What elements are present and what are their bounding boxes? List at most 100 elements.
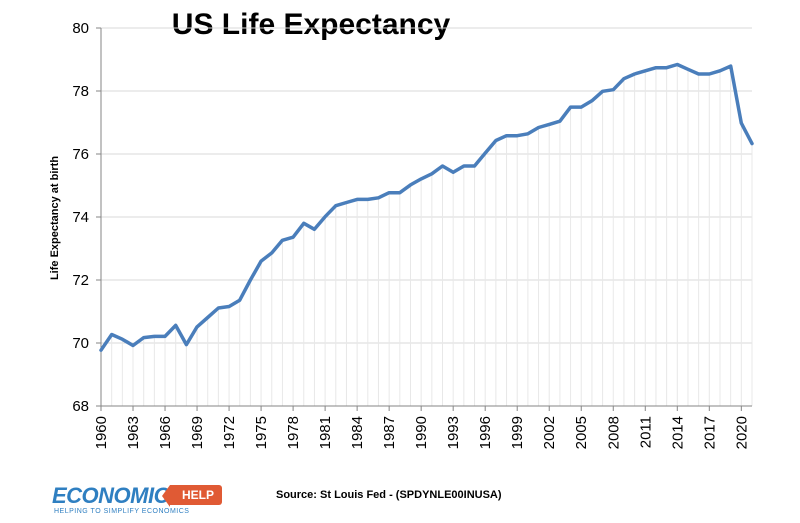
x-tick-label-2005: 2005: [573, 416, 590, 449]
economics-help-logo[interactable]: ECONOMICS HELP HELPING TO SIMPLIFY ECONO…: [52, 483, 242, 519]
x-tick-label-2011: 2011: [637, 416, 654, 448]
x-tick-label-2017: 2017: [701, 416, 718, 449]
data-point-1984: [355, 198, 359, 201]
x-tick-label-1972: 1972: [221, 416, 238, 449]
x-tick-label-1963: 1963: [125, 416, 142, 449]
x-tick-label-2020: 2020: [733, 416, 750, 449]
y-tick-label-68: 68: [72, 398, 89, 415]
y-tick-label-74: 74: [72, 209, 89, 226]
y-axis-ticks: 68 70 72 74 76 78 80: [72, 20, 89, 415]
data-point-2005: [580, 105, 583, 109]
data-point-2009: [622, 77, 626, 80]
data-point-1988: [398, 191, 402, 194]
logo-tagline: HELPING TO SIMPLIFY ECONOMICS: [54, 508, 190, 515]
x-tick-label-2014: 2014: [669, 416, 686, 449]
data-point-2013: [665, 66, 668, 69]
data-point-1968: [185, 343, 188, 346]
data-point-2004: [569, 105, 572, 109]
series-line-0: [99, 62, 754, 352]
data-point-2001: [537, 126, 540, 129]
x-tick-label-1984: 1984: [349, 416, 366, 449]
logo-wordmark: ECONOMICS: [52, 483, 184, 508]
data-point-1983: [345, 201, 348, 204]
data-point-2016: [697, 72, 700, 76]
axes: [96, 27, 752, 411]
data-point-2003: [558, 120, 562, 123]
x-tick-label-1990: 1990: [413, 416, 430, 449]
data-point-2011: [644, 69, 647, 73]
data-point-1975: [259, 259, 263, 263]
y-tick-label-80: 80: [72, 20, 89, 37]
data-point-1963: [131, 344, 135, 347]
data-point-2010: [633, 72, 636, 76]
data-point-1999: [516, 134, 519, 137]
y-tick-label-70: 70: [72, 335, 89, 352]
data-point-1977: [281, 239, 284, 242]
data-point-2015: [686, 68, 690, 71]
data-point-1976: [270, 251, 273, 255]
data-point-2018: [718, 69, 722, 73]
data-point-2000: [526, 132, 530, 136]
data-point-1980: [313, 228, 316, 231]
data-point-1993: [451, 171, 455, 174]
x-tick-label-1993: 1993: [445, 416, 462, 449]
y-tick-label-76: 76: [72, 146, 89, 163]
data-point-1987: [387, 191, 391, 194]
chart-title: US Life Expectancy: [172, 8, 451, 41]
x-tick-label-2002: 2002: [541, 416, 558, 449]
data-point-2021: [750, 142, 754, 145]
y-tick-label-72: 72: [72, 272, 89, 289]
data-point-1965: [153, 335, 156, 338]
logo-help-badge: HELP: [161, 485, 223, 507]
x-tick-label-1966: 1966: [157, 416, 174, 449]
x-tick-label-1987: 1987: [381, 416, 398, 449]
x-axis-ticks: 1960 1963 1966 1969 1972 1975 1978 1981 1984 1987…: [93, 416, 750, 449]
data-point-1985: [366, 198, 370, 201]
data-point-1972: [227, 305, 231, 308]
x-tick-label-1996: 1996: [477, 416, 494, 449]
data-point-1970: [206, 316, 209, 319]
y-axis-label: Life Expectancy at birth: [49, 156, 61, 280]
data-point-1981: [323, 215, 327, 218]
data-point-2008: [612, 88, 615, 91]
data-point-2002: [548, 123, 551, 126]
x-tick-label-1969: 1969: [189, 416, 206, 449]
source-note: Source: St Louis Fed - (SPDYNLE00INUSA): [276, 489, 502, 501]
data-point-1961: [110, 333, 113, 336]
data-point-1962: [121, 338, 124, 341]
life-expectancy-chart: US Life Expectancy Life Expectancy at bi…: [49, 8, 754, 449]
data-point-2012: [654, 66, 658, 69]
data-point-1989: [409, 183, 412, 187]
data-point-2006: [590, 99, 594, 102]
x-tick-label-1999: 1999: [509, 416, 526, 449]
data-point-1969: [195, 325, 199, 329]
data-point-1979: [302, 222, 305, 225]
data-point-1973: [238, 298, 241, 302]
data-point-1982: [334, 204, 337, 207]
data-point-2017: [708, 72, 711, 76]
data-point-2007: [601, 90, 604, 93]
data-point-1964: [142, 336, 145, 339]
data-point-1991: [430, 172, 434, 176]
x-tick-label-1978: 1978: [285, 416, 302, 449]
data-point-1990: [419, 177, 423, 181]
series-group: [99, 62, 754, 352]
data-point-1998: [505, 134, 508, 137]
x-tick-label-1981: 1981: [317, 416, 334, 449]
data-point-1966: [163, 335, 167, 338]
data-point-1997: [494, 139, 498, 142]
x-tick-label-1975: 1975: [253, 416, 270, 449]
y-tick-label-78: 78: [72, 83, 89, 100]
gridlines: [100, 27, 753, 406]
data-point-1986: [377, 196, 380, 199]
data-point-1994: [462, 164, 466, 168]
data-point-1996: [483, 151, 487, 155]
data-point-1974: [249, 278, 252, 282]
data-point-1995: [473, 164, 476, 168]
data-point-2019: [729, 64, 732, 68]
x-tick-label-1960: 1960: [93, 416, 110, 449]
data-point-2020: [740, 121, 743, 125]
data-point-1967: [174, 324, 177, 327]
data-point-1971: [217, 306, 220, 310]
data-point-1978: [291, 235, 295, 239]
